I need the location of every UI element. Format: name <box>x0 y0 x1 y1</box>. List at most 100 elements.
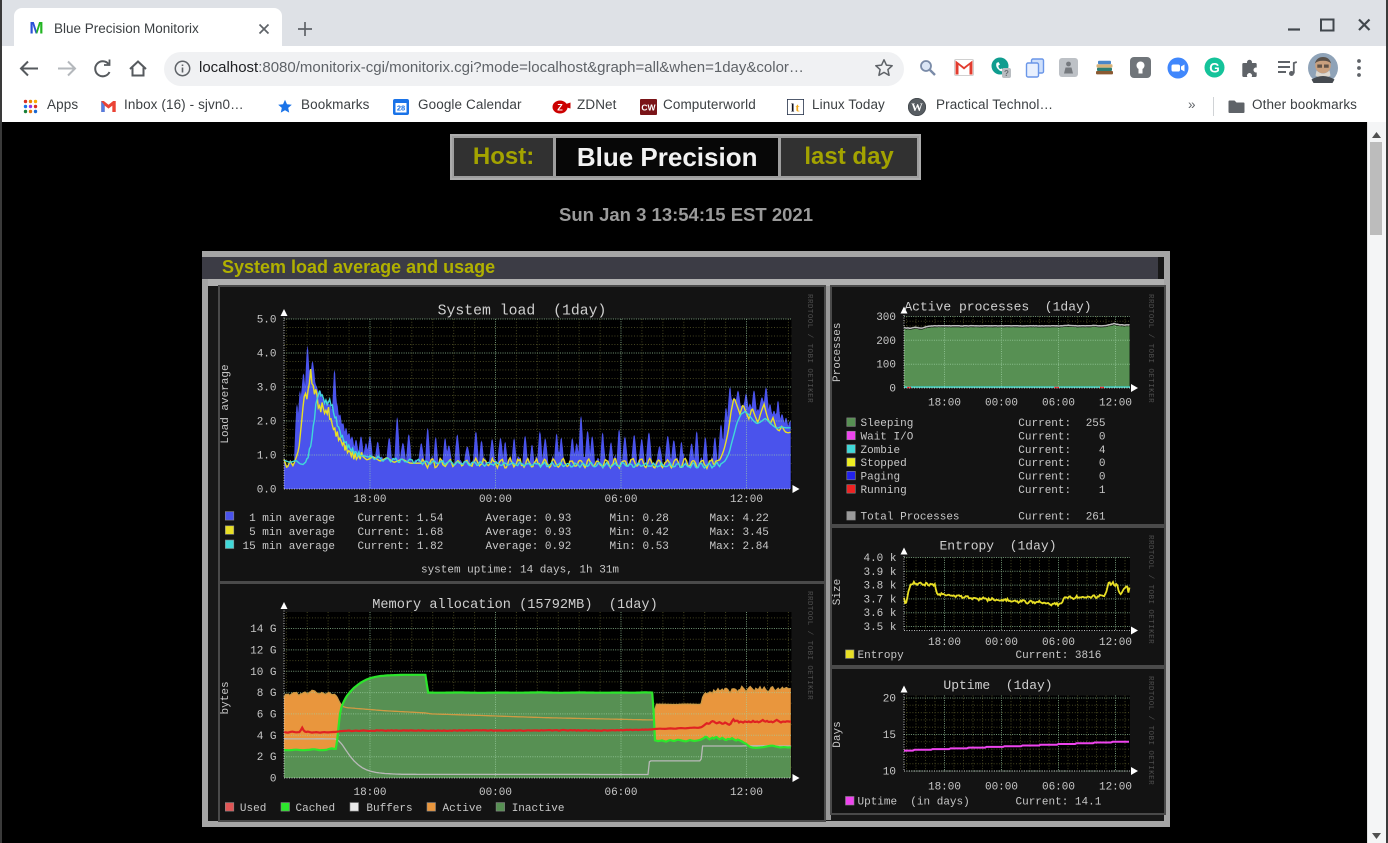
svg-text:Min: 0.42: Min: 0.42 <box>609 527 668 539</box>
svg-text:W: W <box>911 102 923 114</box>
svg-text:Zombie: Zombie <box>860 444 900 456</box>
svg-text:18:00: 18:00 <box>927 781 960 793</box>
svg-text:00:00: 00:00 <box>984 637 1017 649</box>
svg-text:15 min average: 15 min average <box>242 541 334 553</box>
svg-text:Current:: Current: <box>1018 484 1071 496</box>
svg-text:4: 4 <box>1098 444 1105 456</box>
svg-text:Buffers: Buffers <box>366 803 412 815</box>
svg-text:Current: 3816: Current: 3816 <box>1015 649 1101 661</box>
svg-text:RRDTOOL / TOBI OETIKER: RRDTOOL / TOBI OETIKER <box>805 591 813 700</box>
svg-text:Processes: Processes <box>832 322 844 381</box>
svg-text:Running: Running <box>860 484 906 496</box>
svg-text:0: 0 <box>269 774 276 786</box>
svg-text:Stopped: Stopped <box>860 458 906 470</box>
svg-text:5.0: 5.0 <box>256 314 276 326</box>
svg-text:12:00: 12:00 <box>1098 781 1131 793</box>
svg-text:system uptime: 14 days, 1h 31m: system uptime: 14 days, 1h 31m <box>420 564 618 576</box>
svg-text:00:00: 00:00 <box>984 781 1017 793</box>
svg-text:Uptime (1day): Uptime (1day) <box>943 678 1052 693</box>
svg-text:Paging: Paging <box>860 471 900 483</box>
svg-text:06:00: 06:00 <box>604 494 637 506</box>
svg-text:Min: 0.53: Min: 0.53 <box>609 541 668 553</box>
svg-text:Total Processes: Total Processes <box>860 511 959 523</box>
svg-text:Current: 1.54: Current: 1.54 <box>357 512 443 524</box>
svg-text:8 G: 8 G <box>256 688 276 700</box>
svg-text:Active: Active <box>442 803 482 815</box>
svg-text:4.0 k: 4.0 k <box>863 553 896 565</box>
svg-text:20: 20 <box>882 693 895 705</box>
svg-text:Entropy (1day): Entropy (1day) <box>939 538 1056 553</box>
svg-text:2 G: 2 G <box>256 752 276 764</box>
svg-text:Uptime (in days): Uptime (in days) <box>857 796 969 808</box>
svg-text:Days: Days <box>832 721 844 747</box>
svg-text:12:00: 12:00 <box>729 787 762 799</box>
svg-text:M: M <box>29 19 43 36</box>
svg-text:0.0: 0.0 <box>256 484 276 496</box>
svg-text:Sleeping: Sleeping <box>860 418 913 430</box>
svg-text:RRDTOOL / TOBI OETIKER: RRDTOOL / TOBI OETIKER <box>1146 535 1154 644</box>
svg-text:Current:: Current: <box>1018 418 1071 430</box>
svg-text:Current:: Current: <box>1018 431 1071 443</box>
svg-text:Wait I/O: Wait I/O <box>860 431 913 443</box>
svg-text:Max: 3.45: Max: 3.45 <box>709 527 768 539</box>
svg-text:Load average: Load average <box>220 364 232 443</box>
svg-text:Current:: Current: <box>1018 471 1071 483</box>
svg-text:CW: CW <box>641 103 656 113</box>
svg-text:Current: 1.68: Current: 1.68 <box>357 527 443 539</box>
svg-text:12:00: 12:00 <box>729 494 762 506</box>
svg-text:Used: Used <box>239 803 265 815</box>
svg-text:06:00: 06:00 <box>1041 637 1074 649</box>
svg-text:Current:: Current: <box>1018 511 1071 523</box>
svg-text:Max: 2.84: Max: 2.84 <box>709 541 769 553</box>
svg-text:100: 100 <box>876 359 896 371</box>
svg-text:0: 0 <box>1098 471 1105 483</box>
svg-text:3.9 k: 3.9 k <box>863 566 896 578</box>
svg-text:10: 10 <box>882 766 895 778</box>
svg-text:l: l <box>791 101 795 115</box>
svg-text:00:00: 00:00 <box>478 787 511 799</box>
svg-text:12 G: 12 G <box>250 645 276 657</box>
svg-text:Max: 4.22: Max: 4.22 <box>709 512 768 524</box>
svg-text:4.0: 4.0 <box>256 348 276 360</box>
svg-text:t: t <box>796 101 800 115</box>
svg-text:18:00: 18:00 <box>927 637 960 649</box>
svg-text:1.0: 1.0 <box>256 450 276 462</box>
svg-text:RRDTOOL / TOBI OETIKER: RRDTOOL / TOBI OETIKER <box>805 294 813 403</box>
svg-text:Average: 0.93: Average: 0.93 <box>485 527 571 539</box>
svg-text:4 G: 4 G <box>256 731 276 743</box>
svg-text:18:00: 18:00 <box>353 494 386 506</box>
svg-text:G: G <box>1209 61 1220 76</box>
svg-text:0: 0 <box>889 383 896 395</box>
svg-text:18:00: 18:00 <box>927 397 960 409</box>
svg-text:5 min average: 5 min average <box>242 527 334 539</box>
svg-text:200: 200 <box>876 335 896 347</box>
svg-text:0: 0 <box>1098 458 1105 470</box>
svg-text:10 G: 10 G <box>250 667 276 679</box>
svg-text:bytes: bytes <box>220 681 232 714</box>
svg-text:Cached: Cached <box>295 803 335 815</box>
svg-text:255: 255 <box>1085 418 1105 430</box>
svg-text:14 G: 14 G <box>250 624 276 636</box>
svg-text:0: 0 <box>1098 431 1105 443</box>
svg-text:System load (1day): System load (1day) <box>437 303 606 319</box>
svg-text:3.7 k: 3.7 k <box>863 594 896 606</box>
svg-text:?: ? <box>1004 69 1009 78</box>
svg-text:00:00: 00:00 <box>984 397 1017 409</box>
svg-text:3.6 k: 3.6 k <box>863 608 896 620</box>
svg-text:Z: Z <box>557 103 563 113</box>
svg-text:18:00: 18:00 <box>353 787 386 799</box>
svg-text:261: 261 <box>1085 511 1105 523</box>
svg-text:Average: 0.92: Average: 0.92 <box>485 541 571 553</box>
svg-text:Current:: Current: <box>1018 458 1071 470</box>
svg-text:15: 15 <box>882 730 895 742</box>
svg-text:RRDTOOL / TOBI OETIKER: RRDTOOL / TOBI OETIKER <box>1146 294 1154 403</box>
svg-text:06:00: 06:00 <box>604 787 637 799</box>
svg-text:00:00: 00:00 <box>478 494 511 506</box>
svg-text:06:00: 06:00 <box>1041 781 1074 793</box>
svg-text:12:00: 12:00 <box>1098 397 1131 409</box>
svg-text:Current:: Current: <box>1018 444 1071 456</box>
svg-text:12:00: 12:00 <box>1098 637 1131 649</box>
svg-text:Min: 0.28: Min: 0.28 <box>609 512 668 524</box>
svg-text:3.0: 3.0 <box>256 382 276 394</box>
svg-text:Current: 1.82: Current: 1.82 <box>357 541 443 553</box>
